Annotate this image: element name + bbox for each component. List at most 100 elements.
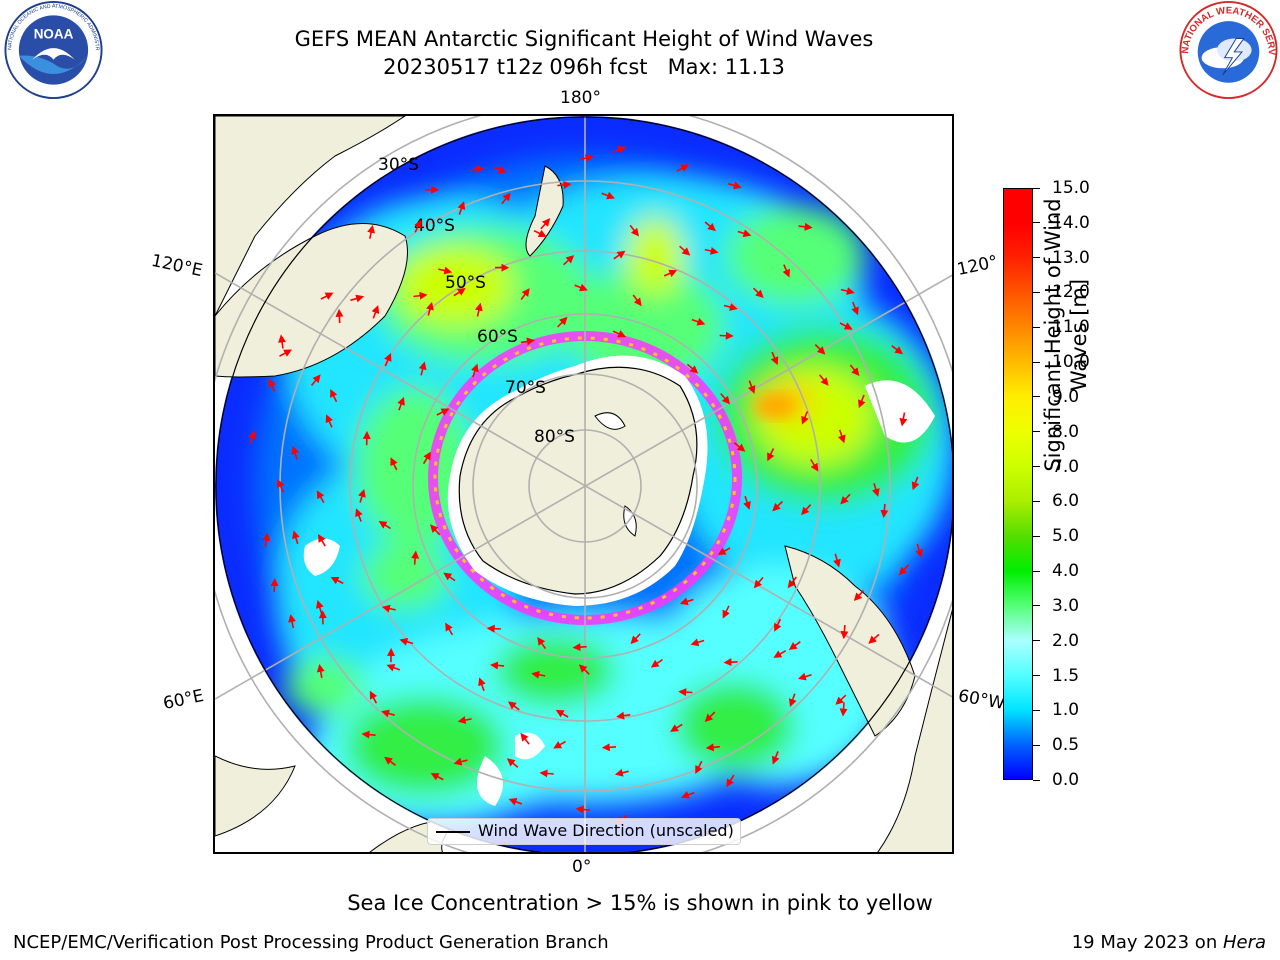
wave-direction-arrow	[630, 633, 641, 645]
wave-direction-arrow	[469, 165, 485, 174]
wave-direction-arrow	[632, 294, 642, 307]
map-boundary	[215, 116, 952, 852]
colorbar-tick-mark	[1033, 779, 1040, 781]
wave-direction-arrow	[316, 663, 325, 679]
wave-direction-arrow	[839, 322, 853, 330]
colorbar-tick-mark	[1033, 187, 1040, 189]
wave-direction-arrow	[868, 633, 880, 644]
wave-direction-arrow	[797, 672, 812, 681]
colorbar-tick-mark	[1033, 500, 1040, 502]
wave-direction-arrow	[801, 411, 809, 425]
wave-direction-arrow	[413, 291, 428, 300]
colorbar-tick-mark	[1033, 709, 1040, 711]
wave-direction-arrow	[270, 578, 279, 593]
wave-direction-arrow	[438, 266, 453, 275]
wave-direction-arrow	[840, 624, 849, 640]
wave-direction-arrow	[414, 219, 422, 233]
wave-direction-arrow	[839, 702, 848, 717]
wave-direction-arrow	[384, 352, 392, 367]
wave-direction-arrow	[681, 791, 695, 799]
wave-direction-arrow	[533, 229, 547, 238]
wave-direction-arrow	[378, 521, 392, 530]
wave-direction-arrow	[411, 550, 420, 565]
chart-title: GEFS MEAN Antarctic Significant Height o…	[294, 27, 874, 51]
colorbar-tick-mark	[1033, 396, 1040, 398]
wave-direction-arrow	[663, 269, 678, 278]
wave-direction-arrow	[704, 246, 719, 255]
lat-label-40s: 40°S	[414, 216, 455, 236]
wave-direction-arrow	[840, 287, 855, 295]
wave-direction-arrow	[390, 457, 398, 471]
colorbar	[1003, 188, 1033, 780]
wave-direction-arrow	[851, 301, 859, 316]
wave-direction-arrow	[747, 380, 756, 394]
wave-direction-arrow	[520, 732, 530, 745]
wave-direction-arrow	[773, 650, 787, 658]
wave-direction-arrow	[490, 661, 505, 670]
wave-direction-arrow	[601, 191, 615, 200]
wave-direction-arrow	[835, 694, 847, 705]
colorbar-title: Significant Height of Wind Waves [m]	[1040, 185, 1092, 485]
lat-label-60s: 60°S	[477, 327, 518, 347]
colorbar-tick-label: 2.0	[1052, 630, 1080, 651]
map-legend: Wind Wave Direction (unscaled)	[427, 818, 741, 845]
wave-direction-arrow	[726, 774, 735, 788]
wave-direction-arrow	[853, 590, 865, 602]
wave-direction-arrow	[691, 317, 706, 326]
wave-direction-arrow	[612, 330, 627, 338]
wave-direction-arrow	[445, 622, 454, 636]
colorbar-tick-label: 12.0	[1052, 282, 1090, 303]
legend-label: Wind Wave Direction (unscaled)	[478, 821, 734, 840]
wave-direction-arrow	[317, 533, 326, 547]
wave-direction-arrow	[540, 218, 551, 230]
wave-direction-arrow	[717, 547, 731, 556]
wave-direction-arrow	[325, 414, 334, 428]
wave-direction-arrow	[330, 576, 344, 585]
continents	[215, 165, 916, 737]
wave-direction-arrow	[774, 618, 782, 632]
colorbar-tick-mark	[1033, 535, 1040, 537]
wave-direction-arrow	[753, 576, 764, 589]
wave-direction-arrow	[767, 448, 775, 462]
wave-direction-arrow	[361, 730, 376, 739]
wave-direction-arrow	[418, 361, 427, 376]
wave-direction-arrow	[279, 349, 293, 357]
wave-direction-arrow	[679, 245, 691, 256]
wave-direction-arrow	[248, 430, 256, 445]
wave-direction-arrow	[557, 316, 568, 328]
wave-direction-arrow	[898, 564, 910, 576]
wave-direction-arrow	[292, 530, 300, 545]
wave-direction-arrow	[810, 459, 819, 472]
wave-direction-arrow	[840, 493, 851, 505]
wave-direction-arrow	[849, 364, 860, 376]
lon-label-60w: 60°W	[956, 686, 1007, 714]
footer-date-text: 19 May 2023 on	[1071, 932, 1223, 953]
wave-direction-arrow	[355, 508, 363, 522]
wave-direction-arrow	[507, 701, 520, 711]
wave-direction-arrow	[335, 308, 344, 324]
colorbar-tick-mark	[1033, 675, 1040, 677]
wave-direction-arrow	[723, 303, 738, 311]
colorbar-tick-label: 7.0	[1052, 456, 1080, 477]
wave-direction-arrow	[288, 614, 296, 629]
wave-direction-arrow	[508, 798, 523, 806]
wave-direction-arrow	[578, 664, 590, 675]
wave-direction-arrow	[891, 345, 904, 355]
footer-date: 19 May 2023 on Hera	[1072, 932, 1266, 953]
lon-label-120w: 120°	[955, 251, 1000, 281]
colorbar-tick-label: 0.0	[1052, 770, 1080, 790]
wave-direction-arrow	[650, 658, 663, 668]
colorbar-tick-mark	[1033, 605, 1040, 607]
wave-direction-arrow	[520, 337, 535, 346]
legend-line-sample	[436, 831, 470, 833]
colorbar-tick-label: 9.0	[1052, 386, 1080, 407]
wave-direction-arrow	[268, 378, 276, 392]
colorbar-tick-label: 6.0	[1052, 491, 1080, 512]
colorbar-tick-label: 10.0	[1052, 352, 1090, 373]
wave-direction-arrow	[616, 711, 631, 720]
noaa-logo: NOAA NATIONAL OCEANIC AND ATMOSPHERIC AD…	[2, 0, 103, 100]
wave-direction-arrow	[752, 287, 764, 299]
wave-direction-arrow	[771, 751, 780, 765]
colorbar-tick-mark	[1033, 431, 1040, 433]
wave-direction-arrow	[422, 451, 431, 465]
